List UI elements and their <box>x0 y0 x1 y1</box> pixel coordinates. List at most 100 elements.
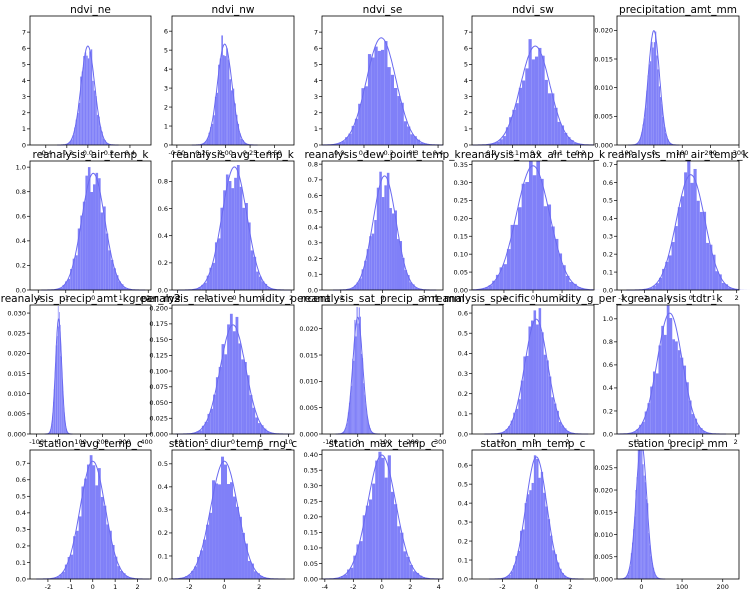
histogram-bar <box>70 554 74 579</box>
histogram-bar <box>57 306 59 434</box>
histogram-bar <box>78 102 81 145</box>
histogram-bar <box>84 52 87 146</box>
histogram-bar <box>227 59 230 145</box>
histogram-bar <box>78 516 82 579</box>
y-tick-label: 1 <box>164 122 168 130</box>
y-tick-label: 0.2 <box>16 262 26 270</box>
histogram-bar <box>108 250 111 290</box>
histogram-bar <box>66 431 68 434</box>
histogram-bar <box>731 288 735 290</box>
histogram-bar <box>354 319 356 434</box>
y-tick-label: 0.4 <box>603 215 613 223</box>
histogram-bar <box>337 577 341 579</box>
histogram-bar <box>243 142 246 145</box>
y-tick-label: 0.4 <box>158 232 168 240</box>
density-curve <box>628 29 680 146</box>
histogram-bar <box>335 143 339 145</box>
histogram-bar <box>117 566 121 579</box>
axes-frame <box>321 304 444 435</box>
histogram-bar <box>68 142 70 145</box>
histogram-panel: reanalysis_max_air_temp_k -2 0 2 0.00 0.05 0.1… <box>454 149 607 302</box>
histogram-bar <box>633 431 637 434</box>
histogram-bar <box>65 424 66 434</box>
x-tick-label: 0.50 <box>267 149 281 157</box>
histogram-bar <box>235 316 239 434</box>
histogram-bar <box>699 211 703 290</box>
histogram-bar <box>201 284 204 290</box>
histogram-bar <box>633 529 635 579</box>
histogram-bar <box>570 140 574 145</box>
histogram-bar <box>360 353 363 434</box>
histogram-bar <box>204 421 208 434</box>
x-tick-label: 0 <box>533 438 537 446</box>
y-tick-label: 0.1 <box>458 556 468 564</box>
histogram-bar <box>677 207 681 290</box>
histogram-bar <box>351 125 355 145</box>
histogram-bar <box>349 288 352 290</box>
y-tick-label: 0.5 <box>158 460 168 468</box>
x-tick-label: -2 <box>501 294 507 302</box>
y-tick-label: 0.2 <box>458 537 468 545</box>
histogram-bar <box>209 267 213 290</box>
histogram-bar <box>86 55 88 145</box>
histogram-bar <box>554 554 557 579</box>
histogram-bar <box>508 574 511 579</box>
y-tick-label: 6 <box>314 45 318 53</box>
x-tick-label: 1 <box>712 294 716 302</box>
histogram-bar <box>128 577 132 579</box>
histogram-bar <box>481 288 485 290</box>
y-tick-label: 0.010 <box>7 390 26 398</box>
x-tick-label: 300 <box>118 438 130 446</box>
histogram-bar <box>503 431 506 434</box>
y-tick-label: 0.5 <box>458 480 468 488</box>
histogram-bar <box>110 259 114 290</box>
density-curve <box>191 43 258 146</box>
histogram-bar <box>525 182 529 290</box>
histogram-bar <box>639 424 642 434</box>
histogram-bar <box>347 412 349 434</box>
histogram-bar <box>652 47 654 145</box>
histogram-panel: station_avg_temp_c -2 -1 0 1 2 0.0 0.1 0.2 0.3 0.4… <box>16 438 152 591</box>
x-tick-label: 100 <box>74 438 86 446</box>
x-tick-label: 0 <box>356 438 360 446</box>
histogram-bar <box>53 577 57 579</box>
panel-title: ndvi_ne <box>70 4 111 16</box>
y-tick-label: 1 <box>314 125 318 133</box>
y-tick-label: 3 <box>464 93 468 101</box>
histogram-panel: station_precip_mm0 100 2000.0000.0050.0100… <box>594 438 740 591</box>
histogram-bar <box>63 412 65 434</box>
x-tick-label: 0.4 <box>125 149 135 157</box>
histogram-bar <box>65 428 67 434</box>
histogram-bar <box>102 138 105 145</box>
y-tick-label: 0.0 <box>16 575 26 583</box>
histogram-bar <box>663 334 667 434</box>
histogram-bar <box>724 284 729 290</box>
x-tick-label: 0.2 <box>104 149 114 157</box>
y-tick-label: 7 <box>464 28 468 36</box>
histogram-bar <box>342 432 344 434</box>
y-tick-label: 0.5 <box>458 330 468 338</box>
histogram-bar <box>212 262 215 290</box>
y-tick-label: 0.0 <box>603 430 613 438</box>
y-tick-label: 1 <box>464 125 468 133</box>
y-tick-label: 0.150 <box>149 336 168 344</box>
y-tick-label: 0.25 <box>304 498 318 506</box>
histogram-bar <box>691 414 695 434</box>
density-curve <box>472 45 594 146</box>
y-tick-label: 0.025 <box>7 330 26 338</box>
histogram-bar <box>551 93 555 145</box>
histogram-bar <box>634 516 636 579</box>
histogram-bar <box>123 287 127 290</box>
x-tick-label: 2 <box>257 583 261 591</box>
y-tick-label: 0 <box>164 141 168 149</box>
histogram-bar <box>363 383 365 434</box>
histogram-bar <box>536 324 539 434</box>
histogram-bar <box>263 428 267 434</box>
histogram-bar <box>655 31 657 145</box>
x-tick-label: -100 <box>29 438 44 446</box>
y-tick-label: 0.7 <box>603 161 613 169</box>
y-tick-label: 0.0 <box>458 430 468 438</box>
histogram-bar <box>53 401 54 434</box>
histogram-bar <box>508 426 511 434</box>
histogram-bar <box>665 133 667 145</box>
